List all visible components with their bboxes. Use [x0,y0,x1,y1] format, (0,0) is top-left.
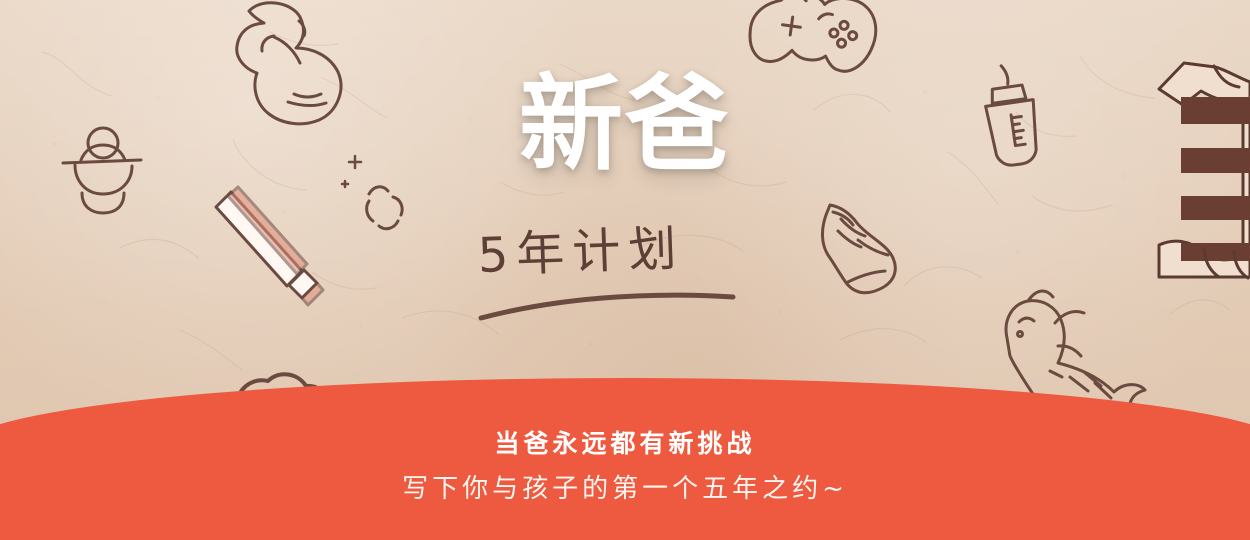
main-title: 新爸 [519,72,731,176]
caption-line-2: 写下你与孩子的第一个五年之约~ [0,468,1250,505]
subtitle-text: 5年计划 [477,225,685,280]
subtitle-underline [477,284,737,328]
game-controller-icon [746,0,880,76]
anger-icon [367,187,402,229]
title-group: 新爸 [0,72,1250,176]
baby-shoe-icon [822,205,895,293]
exclamation-icon [216,187,323,305]
subtitle-group: 5年计划 [477,232,767,332]
caption-line-1: 当爸永远都有新挑战 [0,424,1250,460]
